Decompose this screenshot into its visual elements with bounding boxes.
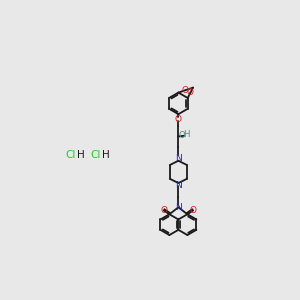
Text: Cl: Cl — [90, 150, 101, 160]
Text: N: N — [175, 203, 182, 212]
Text: N: N — [175, 181, 182, 190]
Text: Cl: Cl — [65, 150, 76, 160]
Text: O: O — [178, 131, 185, 140]
Text: H: H — [102, 150, 110, 160]
Text: O: O — [160, 206, 167, 215]
Text: O: O — [182, 86, 189, 95]
Text: N: N — [175, 154, 182, 163]
Text: O: O — [187, 88, 194, 98]
Text: O: O — [190, 206, 197, 215]
Text: H: H — [184, 130, 190, 140]
Text: H: H — [77, 150, 85, 160]
Text: O: O — [175, 115, 182, 124]
